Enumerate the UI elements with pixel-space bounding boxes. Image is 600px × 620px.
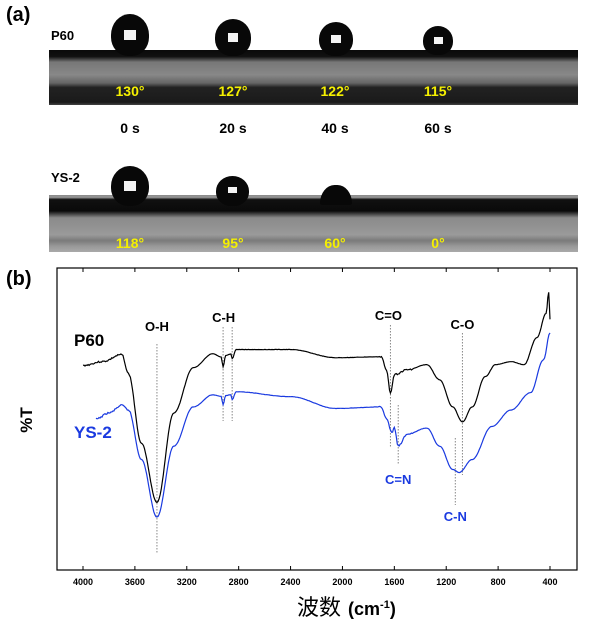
peak-label: C=N: [385, 472, 411, 487]
contact-angle: 60°: [324, 235, 346, 251]
contact-angle: 130°: [115, 83, 145, 99]
y-axis-label: %T: [16, 407, 36, 433]
x-axis-unit-exponent: -1: [380, 599, 390, 611]
series-line-ys-2: [95, 332, 551, 518]
x-tick-label: 800: [491, 577, 506, 587]
panel-a-label: (a): [6, 4, 31, 26]
panel-b-label: (b): [6, 268, 32, 290]
contact-angle: 118°: [115, 235, 145, 251]
x-tick-label: 3600: [125, 577, 145, 587]
series-label-ys2: YS-2: [74, 423, 112, 442]
sample-label-p60: P60: [51, 28, 75, 43]
droplet: [216, 176, 249, 206]
droplet: [423, 26, 453, 55]
x-tick-label: 2000: [332, 577, 352, 587]
peak-label: O-H: [145, 319, 169, 334]
droplet: [319, 22, 353, 56]
contact-angle-strip-ys2: 118° 95° 60° 0°: [49, 166, 578, 252]
time-label: 20 s: [219, 120, 247, 136]
peak-label: C-O: [451, 317, 475, 332]
droplet: [111, 14, 149, 56]
droplet: [215, 19, 251, 56]
contact-angle: 115°: [423, 83, 453, 99]
time-label: 0 s: [120, 120, 140, 136]
series-label-p60: P60: [74, 331, 105, 350]
time-label: 40 s: [321, 120, 349, 136]
x-tick-label: 1200: [436, 577, 456, 587]
contact-angle: 127°: [218, 83, 248, 99]
x-tick-label: 2800: [229, 577, 249, 587]
peak-label: C-N: [444, 509, 467, 524]
x-axis-label: 波数 (cm-1): [297, 590, 396, 620]
contact-angle: 122°: [320, 83, 350, 99]
time-label: 60 s: [424, 120, 452, 136]
contact-angle-strip-p60: 130° 127° 122° 115°: [49, 14, 578, 105]
x-axis-unit: (cm: [348, 599, 381, 619]
x-tick-label: 2400: [281, 577, 301, 587]
plot-frame: [56, 267, 578, 571]
series-line-p60: [82, 292, 551, 504]
droplet: [320, 185, 352, 205]
x-tick-label: 4000: [73, 577, 93, 587]
x-axis-unit-close: ): [389, 599, 396, 619]
peak-label: C=O: [375, 308, 402, 323]
x-axis-label-main: 波数: [297, 596, 342, 620]
peak-label: C-H: [212, 310, 235, 325]
x-tick-label: 400: [542, 577, 557, 587]
x-tick-label: 1600: [384, 577, 404, 587]
x-tick-label: 3200: [177, 577, 197, 587]
droplet: [111, 166, 149, 206]
sample-label-ys2: YS-2: [51, 170, 80, 185]
contact-angle: 0°: [431, 235, 445, 251]
contact-angle: 95°: [222, 235, 244, 251]
